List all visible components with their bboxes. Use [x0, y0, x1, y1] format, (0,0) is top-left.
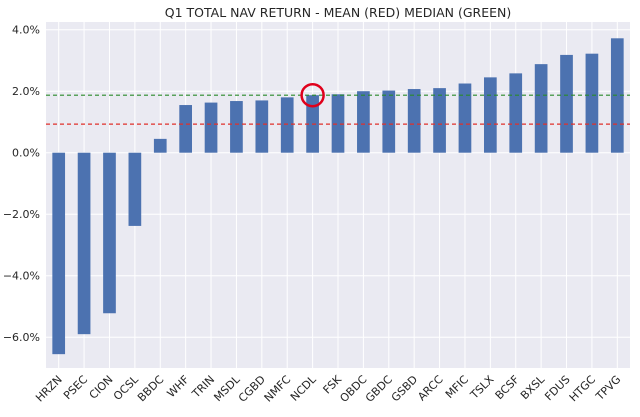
x-tick-label: HTGC	[567, 373, 598, 404]
bar-ocsl	[128, 152, 142, 226]
bar-obdc	[357, 91, 370, 153]
x-tick-label: WHF	[165, 373, 192, 400]
bar-gsbd	[407, 89, 421, 153]
x-tick-label: BXSL	[518, 372, 548, 402]
y-tick-label: 0.0%	[12, 147, 40, 160]
x-tick-label: FDUS	[542, 373, 572, 403]
highlight-layer	[300, 82, 325, 108]
bar-hrzn	[52, 152, 66, 355]
bar-cion	[103, 152, 116, 314]
x-tick-label: NMFC	[262, 373, 294, 405]
bar-trin	[204, 102, 218, 153]
bar-htgc	[585, 53, 599, 153]
x-tick-label: CION	[87, 373, 116, 402]
x-tick-label: HRZN	[33, 373, 65, 405]
bar-nmfc	[280, 97, 294, 153]
y-tick-label: −6.0%	[3, 331, 40, 344]
bar-msdl	[230, 101, 243, 153]
bar-arcc	[433, 88, 446, 153]
x-tick-label: MFIC	[443, 373, 471, 401]
bar-bcsf	[509, 73, 523, 153]
bar-mfic	[458, 83, 472, 153]
chart-title: Q1 TOTAL NAV RETURN - MEAN (RED) MEDIAN …	[165, 5, 512, 20]
x-tick-label: OBDC	[337, 373, 369, 405]
x-tick-label: NCDL	[288, 372, 319, 403]
x-tick-label: TPVG	[593, 373, 624, 404]
highlight-circle	[300, 82, 325, 108]
y-tick-label: 4.0%	[12, 24, 40, 37]
bar-bxsl	[534, 64, 548, 153]
y-tick-label: −2.0%	[3, 208, 40, 221]
x-tick-label: GBDC	[363, 373, 395, 405]
x-tick-label: TSLX	[467, 373, 497, 403]
y-axis-ticks: −6.0% −4.0% −2.0% 0.0% 2.0% 4.0%	[3, 24, 40, 345]
bar-cgbd	[255, 100, 269, 153]
bar-tslx	[484, 77, 497, 153]
x-axis-ticks: HRZNPSECCIONOCSLBBDCWHFTRINMSDLCGBDNMFCN…	[33, 372, 623, 405]
x-tick-label: CGBD	[236, 373, 268, 405]
y-tick-label: 2.0%	[12, 85, 40, 98]
x-tick-label: GSBD	[389, 373, 420, 404]
bar-bbdc	[153, 138, 167, 153]
bar-gbdc	[382, 90, 396, 153]
x-tick-label: PSEC	[61, 373, 90, 402]
x-tick-label: BBDC	[135, 373, 167, 405]
y-tick-label: −4.0%	[3, 270, 40, 283]
bar-whf	[179, 105, 192, 153]
x-tick-label: OCSL	[111, 372, 142, 403]
bar-fsk	[331, 94, 345, 153]
reference-line-layer	[46, 94, 630, 125]
bar-psec	[77, 152, 91, 335]
x-tick-label: BCSF	[493, 373, 522, 402]
bar-fdus	[560, 54, 573, 153]
x-tick-label: ARCC	[415, 373, 446, 404]
